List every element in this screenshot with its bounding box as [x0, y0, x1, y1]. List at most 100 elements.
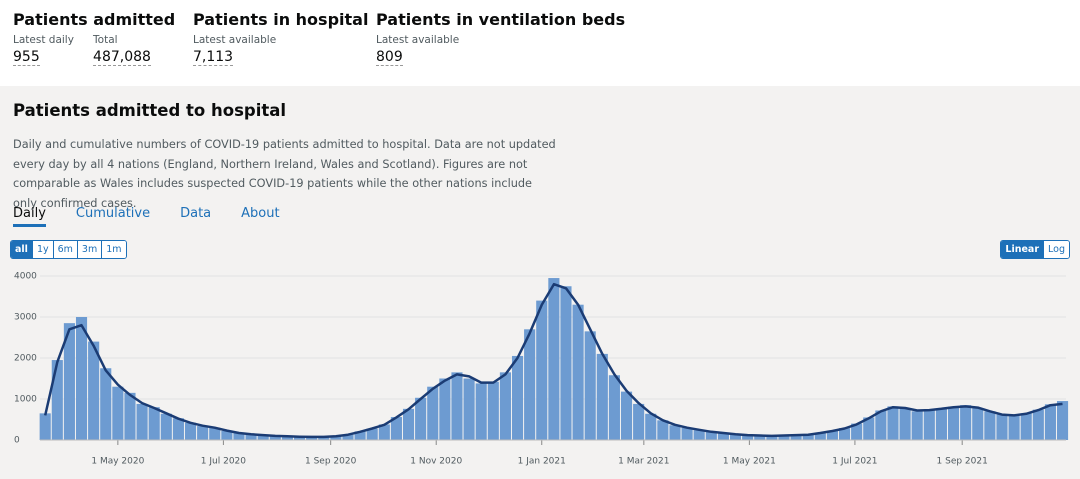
bar: [633, 403, 645, 440]
range-button[interactable]: 1m: [101, 241, 126, 258]
bar: [838, 428, 851, 440]
bar: [88, 341, 100, 440]
metric: Patients in hospital Latest available 7,1…: [193, 10, 368, 66]
bar: [766, 435, 778, 440]
y-tick-label: 3000: [14, 313, 37, 323]
bar: [354, 431, 366, 440]
bar: [184, 422, 197, 440]
metric-label: Latest available: [376, 34, 460, 46]
bar: [669, 425, 681, 440]
bar: [306, 436, 318, 440]
metric-value[interactable]: 487,088: [93, 49, 151, 66]
bar: [657, 420, 669, 440]
metric-item: Total 487,088: [93, 29, 151, 66]
bar: [112, 386, 124, 440]
tabs: Daily Cumulative Data About: [13, 206, 310, 227]
bar: [596, 353, 608, 440]
range-button[interactable]: all: [11, 241, 32, 258]
bar: [645, 413, 657, 440]
scale-button[interactable]: Linear: [1001, 241, 1044, 258]
x-tick-label: 1 Sep 2021: [937, 457, 988, 467]
bar: [584, 331, 596, 440]
bar: [1032, 409, 1044, 440]
bar: [269, 435, 281, 440]
card-description: Daily and cumulative numbers of COVID-19…: [13, 138, 556, 210]
metric-value[interactable]: 955: [13, 49, 40, 66]
bar: [257, 435, 269, 440]
bar: [984, 411, 996, 440]
bar: [560, 286, 572, 440]
bar: [826, 430, 838, 440]
bar: [221, 430, 233, 440]
bar: [378, 424, 390, 440]
tab[interactable]: Data: [180, 206, 212, 221]
chart: 0 1000 2000 3000 4000 1 May 2020 1 Jul 2020 1 S…: [14, 272, 1069, 467]
tab[interactable]: Daily: [13, 206, 46, 227]
bar: [863, 417, 875, 440]
bar: [245, 434, 257, 440]
bar: [536, 300, 548, 440]
bar: [463, 378, 475, 440]
bar: [475, 383, 487, 440]
bar: [124, 392, 136, 440]
y-tick-label: 4000: [14, 272, 37, 282]
bar: [911, 411, 923, 440]
bar: [209, 427, 221, 440]
bar: [802, 434, 814, 440]
range-buttons: all 1y 6m 3m 1m: [10, 240, 127, 259]
x-tick-label: 1 May 2021: [723, 457, 776, 467]
metric: Patients in ventilation beds Latest avai…: [376, 10, 625, 66]
x-tick-label: 1 Nov 2020: [410, 457, 462, 467]
metric-title: Patients in ventilation beds: [376, 10, 626, 29]
bar: [415, 397, 427, 440]
bar: [281, 436, 293, 440]
bar: [427, 386, 439, 440]
bar: [402, 408, 415, 440]
bar: [75, 317, 88, 440]
metric-label: Latest daily: [13, 34, 74, 46]
summary-bar: Patients admitted Latest daily 955 Total 4…: [0, 0, 1080, 86]
bar: [923, 409, 935, 440]
bar: [342, 434, 354, 440]
range-button[interactable]: 1y: [31, 241, 53, 258]
bar: [100, 368, 112, 440]
x-tick-label: 1 Jul 2020: [201, 457, 246, 467]
tab[interactable]: About: [241, 206, 280, 221]
bar: [148, 407, 160, 440]
tab[interactable]: Cumulative: [75, 206, 151, 221]
bar: [608, 375, 620, 440]
range-button[interactable]: 6m: [52, 241, 77, 258]
bar: [1020, 413, 1032, 440]
range-button[interactable]: 3m: [76, 241, 102, 258]
metric-value[interactable]: 7,113: [193, 49, 234, 66]
bar: [572, 304, 584, 440]
metric-value[interactable]: 809: [376, 49, 403, 66]
bar: [620, 391, 633, 440]
bar: [524, 329, 536, 440]
bar: [814, 433, 826, 440]
metric-title: Patients in hospital: [193, 10, 369, 29]
bar: [172, 418, 184, 440]
bar: [851, 423, 863, 440]
scale-button[interactable]: Log: [1043, 241, 1069, 258]
bar: [197, 426, 209, 440]
bar: [717, 433, 729, 440]
metric-item: Latest available 809: [376, 29, 459, 66]
bar: [390, 417, 402, 440]
bar: [754, 435, 766, 440]
bar: [778, 435, 790, 440]
bar: [875, 410, 887, 440]
metric-item: Latest daily 955: [13, 29, 74, 66]
bar: [705, 431, 717, 440]
bar: [960, 405, 972, 440]
bar: [887, 406, 899, 440]
metric-item: Latest available 7,113: [193, 29, 276, 66]
bar: [160, 413, 172, 440]
bar: [366, 428, 378, 440]
bar: [330, 436, 342, 440]
bar: [742, 435, 754, 440]
metric-label: Latest available: [193, 34, 277, 46]
card-title: Patients admitted to hospital: [13, 101, 287, 120]
bar: [439, 378, 451, 440]
